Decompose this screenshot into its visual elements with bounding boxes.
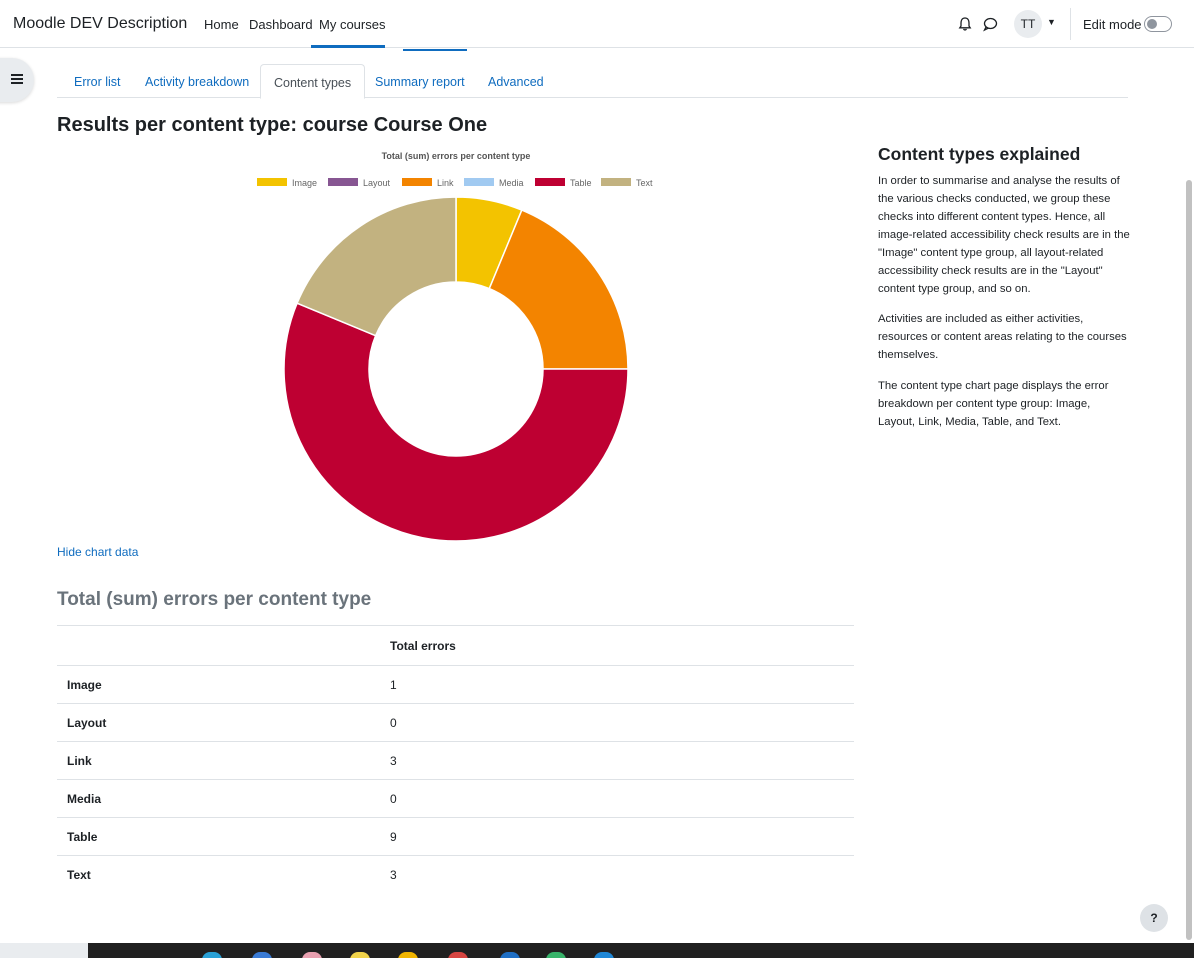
row-value: 0 [380, 703, 854, 742]
row-value: 0 [380, 779, 854, 818]
list-icon [11, 74, 23, 76]
table-row: Text 3 [57, 855, 854, 894]
row-label: Link [57, 741, 380, 780]
table-row: Media 0 [57, 779, 854, 818]
taskbar-app-icon[interactable] [500, 952, 520, 958]
table-row: Image 1 [57, 665, 854, 704]
row-value: 3 [380, 855, 854, 894]
explain-paragraph: The content type chart page displays the… [878, 380, 1109, 428]
legend-label-image[interactable]: Image [292, 178, 317, 188]
legend-label-layout[interactable]: Layout [363, 178, 391, 188]
nav-dashboard[interactable]: Dashboard [249, 17, 313, 32]
user-avatar[interactable]: TT [1014, 10, 1042, 38]
row-label: Table [57, 817, 380, 856]
help-button[interactable]: ? [1140, 904, 1168, 932]
tab-error-list[interactable]: Error list [74, 75, 121, 89]
slice-link[interactable] [488, 209, 629, 370]
table-corner-cell [57, 625, 380, 666]
table-row: Link 3 [57, 741, 854, 780]
taskbar-app-icon[interactable] [252, 952, 272, 958]
taskbar-app-icon[interactable] [202, 952, 222, 958]
row-value: 3 [380, 741, 854, 780]
legend-label-table[interactable]: Table [570, 178, 592, 188]
chart-slices [283, 196, 629, 542]
tab-activity-breakdown[interactable]: Activity breakdown [145, 75, 250, 89]
explain-paragraph: In order to summarise and analyse the re… [878, 175, 1130, 295]
row-label: Text [57, 855, 380, 894]
hide-chart-data-link[interactable]: Hide chart data [57, 545, 139, 559]
nav-my-courses[interactable]: My courses [319, 17, 386, 32]
chat-icon[interactable] [982, 16, 998, 32]
chart-title: Total (sum) errors per content type [382, 151, 531, 161]
top-navbar: Moodle DEV Description Home Dashboard My… [0, 0, 1194, 48]
legend-label-link[interactable]: Link [437, 178, 454, 188]
legend-swatch-table[interactable] [535, 178, 565, 186]
toggle-knob [1147, 19, 1157, 29]
report-tabs: Error list Activity breakdown Content ty… [57, 64, 1128, 99]
legend-swatch-layout[interactable] [328, 178, 358, 186]
row-value: 1 [380, 665, 854, 704]
table-row: Table 9 [57, 817, 854, 856]
taskbar-app-icon[interactable] [594, 952, 614, 958]
tab-summary-report[interactable]: Summary report [375, 75, 465, 89]
page-title: Results per content type: course Course … [57, 114, 488, 136]
row-label: Media [57, 779, 380, 818]
os-taskbar [0, 943, 1194, 958]
secondary-nav-indicator [403, 49, 467, 51]
table-header-row: Total errors [57, 625, 854, 666]
column-header-total-errors: Total errors [380, 625, 854, 666]
row-label: Image [57, 665, 380, 704]
course-index-toggle-button[interactable] [0, 58, 34, 102]
table-row: Layout 0 [57, 703, 854, 742]
legend-swatch-text[interactable] [601, 178, 631, 186]
taskbar-app-icon[interactable] [398, 952, 418, 958]
bell-icon[interactable] [957, 16, 973, 32]
taskbar-app-icon[interactable] [302, 952, 322, 958]
explain-paragraph: Activities are included as either activi… [878, 313, 1127, 361]
edit-mode-label: Edit mode [1083, 17, 1142, 32]
row-label: Layout [57, 703, 380, 742]
legend-swatch-image[interactable] [257, 178, 287, 186]
page-scrollbar[interactable] [1186, 180, 1192, 940]
errors-table: Total errors Image 1 Layout 0 Link 3 Media 0… [57, 625, 854, 894]
site-brand[interactable]: Moodle DEV Description [13, 15, 188, 32]
edit-mode-toggle[interactable] [1144, 16, 1172, 32]
chart-legend: Image Layout Link Media Table Text [257, 178, 653, 188]
legend-swatch-link[interactable] [402, 178, 432, 186]
nav-home[interactable]: Home [204, 17, 239, 32]
content-types-explained-title: Content types explained [878, 144, 1081, 164]
nav-active-indicator [311, 45, 385, 48]
tab-content-types[interactable]: Content types [260, 64, 366, 99]
legend-label-media[interactable]: Media [499, 178, 524, 188]
navbar-divider [1070, 8, 1071, 40]
taskbar-app-icon[interactable] [350, 952, 370, 958]
content-type-doughnut-chart: Total (sum) errors per content type Imag… [257, 151, 653, 542]
slice-text[interactable] [296, 196, 457, 337]
chevron-down-icon[interactable]: ▼ [1047, 17, 1056, 27]
taskbar-search-area [0, 943, 88, 958]
slice-table[interactable] [283, 302, 629, 542]
taskbar-app-icon[interactable] [448, 952, 468, 958]
legend-label-text[interactable]: Text [636, 178, 653, 188]
table-heading: Total (sum) errors per content type [57, 589, 372, 610]
taskbar-app-icon[interactable] [546, 952, 566, 958]
row-value: 9 [380, 817, 854, 856]
legend-swatch-media[interactable] [464, 178, 494, 186]
tab-advanced[interactable]: Advanced [488, 75, 544, 89]
